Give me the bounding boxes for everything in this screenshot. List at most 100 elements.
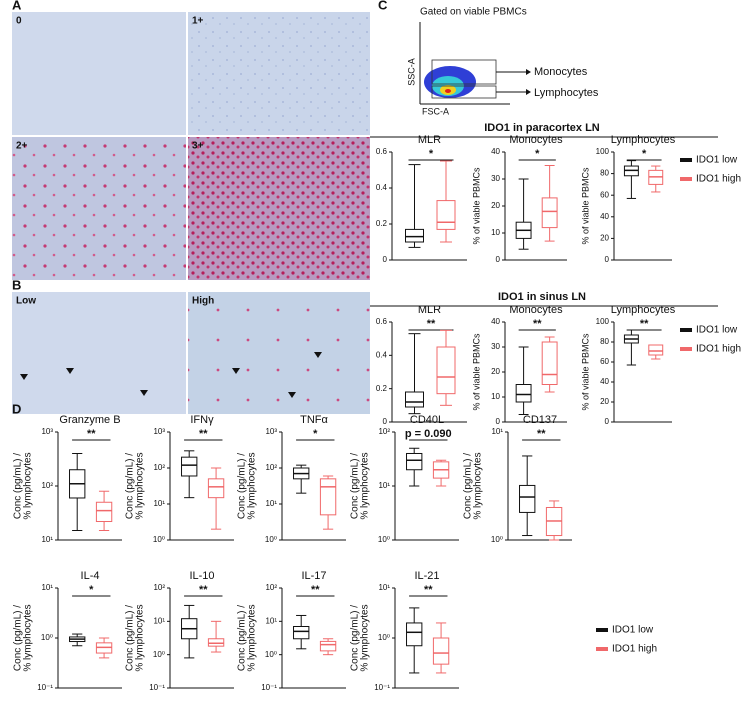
significance-label: *: [429, 148, 434, 160]
box: [436, 346, 456, 395]
y-tick-label: 10⁰: [491, 535, 503, 544]
y-tick-label: 100: [596, 317, 610, 326]
y-tick-label: 80: [600, 337, 609, 346]
y-axis-label: % lymphocytes: [135, 452, 146, 519]
significance-label: **: [424, 584, 433, 596]
significance-label: *: [642, 148, 647, 160]
y-tick-label: 10²: [265, 463, 277, 472]
chart-title: CD40L: [410, 414, 444, 426]
y-tick-label: 10²: [265, 583, 277, 592]
box: [319, 640, 337, 652]
y-tick-label: 30: [491, 342, 500, 351]
y-tick-label: 10²: [378, 427, 390, 436]
legend-swatch: [596, 628, 608, 632]
y-axis-label: % of viable PBMCs: [471, 167, 481, 245]
y-tick-label: 10¹: [265, 499, 277, 508]
box: [406, 622, 423, 647]
significance-label: **: [311, 584, 320, 596]
box: [406, 452, 423, 471]
legend-swatch: [680, 177, 692, 181]
y-axis-label: % lymphocytes: [360, 604, 371, 671]
box: [405, 228, 424, 243]
y-tick-label: 10⁰: [378, 535, 390, 544]
box: [519, 484, 536, 513]
legend-swatch: [680, 158, 692, 162]
image-label: 1+: [192, 16, 204, 27]
y-tick-label: 10³: [265, 427, 277, 436]
chart-title: IFNγ: [190, 414, 214, 426]
y-tick-label: 40: [600, 377, 609, 386]
chart-title: Granzyme B: [59, 414, 120, 426]
y-tick-label: 10⁰: [378, 633, 390, 642]
significance-label: **: [533, 318, 542, 330]
y-axis-label: % lymphocytes: [247, 452, 258, 519]
legend-label: IDO1 low: [696, 325, 738, 336]
significance-label: **: [199, 428, 208, 440]
y-tick-label: 10⁰: [265, 535, 277, 544]
y-tick-label: 0.6: [376, 147, 388, 156]
y-tick-label: 10¹: [378, 481, 390, 490]
box: [207, 638, 225, 647]
box: [293, 625, 310, 640]
box: [648, 344, 664, 356]
significance-label: *: [535, 148, 540, 160]
legend-label: IDO1 low: [612, 625, 654, 636]
flow-x-label: FSC-A: [422, 106, 449, 116]
y-tick-label: 0.2: [376, 384, 388, 393]
y-tick-label: 10²: [153, 583, 165, 592]
y-tick-label: 10: [491, 228, 500, 237]
y-tick-label: 10¹: [378, 583, 390, 592]
y-tick-label: 10⁻¹: [37, 683, 53, 692]
histology-image: [188, 12, 370, 135]
y-tick-label: 10¹: [41, 535, 53, 544]
significance-label: **: [199, 584, 208, 596]
image-label: 3+: [192, 141, 204, 152]
histology-image: [12, 137, 186, 280]
y-tick-label: 0.6: [376, 317, 388, 326]
significance-label: **: [640, 318, 649, 330]
chart-title: IL-17: [301, 570, 326, 582]
box: [515, 384, 532, 403]
y-tick-label: 10⁰: [41, 633, 53, 642]
y-tick-label: 0: [496, 417, 501, 426]
legend-label: IDO1 high: [696, 344, 741, 355]
gate-label: Lymphocytes: [534, 87, 599, 99]
y-tick-label: 0: [383, 255, 388, 264]
y-axis-label: % of viable PBMCs: [580, 167, 590, 245]
legend-swatch: [596, 647, 608, 651]
y-axis-label: % lymphocytes: [23, 604, 34, 671]
y-axis-label: Conc (pg/mL) /: [237, 453, 248, 519]
y-tick-label: 10⁻¹: [261, 683, 277, 692]
gate-label: Monocytes: [534, 66, 588, 78]
legend-swatch: [680, 347, 692, 351]
legend-swatch: [680, 328, 692, 332]
flow-title: Gated on viable PBMCs: [420, 7, 527, 18]
significance-label: **: [87, 428, 96, 440]
panel-label: A: [12, 0, 22, 12]
y-axis-label: % lymphocytes: [135, 604, 146, 671]
y-tick-label: 0: [496, 255, 501, 264]
y-axis-label: % lymphocytes: [247, 604, 258, 671]
chart-title: MLR: [418, 134, 441, 146]
box: [95, 501, 113, 523]
chart-title: IL-4: [81, 570, 100, 582]
chart-title: IL-21: [414, 570, 439, 582]
box: [405, 391, 424, 408]
flow-y-label: SSC-A: [406, 58, 416, 86]
legend-label: IDO1 high: [696, 174, 741, 185]
chart-title: TNFα: [300, 414, 328, 426]
significance-label: **: [537, 428, 546, 440]
y-axis-label: % lymphocytes: [473, 452, 484, 519]
y-axis-label: Conc (pg/mL) /: [237, 605, 248, 671]
y-axis-label: % lymphocytes: [360, 452, 371, 519]
histology-image: [188, 292, 370, 414]
y-tick-label: 20: [600, 397, 609, 406]
box: [541, 197, 558, 229]
y-tick-label: 10¹: [41, 583, 53, 592]
chart-title: Lymphocytes: [611, 304, 676, 316]
image-label: Low: [16, 296, 36, 307]
chart-title: CD137: [523, 414, 557, 426]
panel-label: C: [378, 0, 388, 12]
image-label: High: [192, 296, 214, 307]
y-tick-label: 10⁻¹: [149, 683, 165, 692]
